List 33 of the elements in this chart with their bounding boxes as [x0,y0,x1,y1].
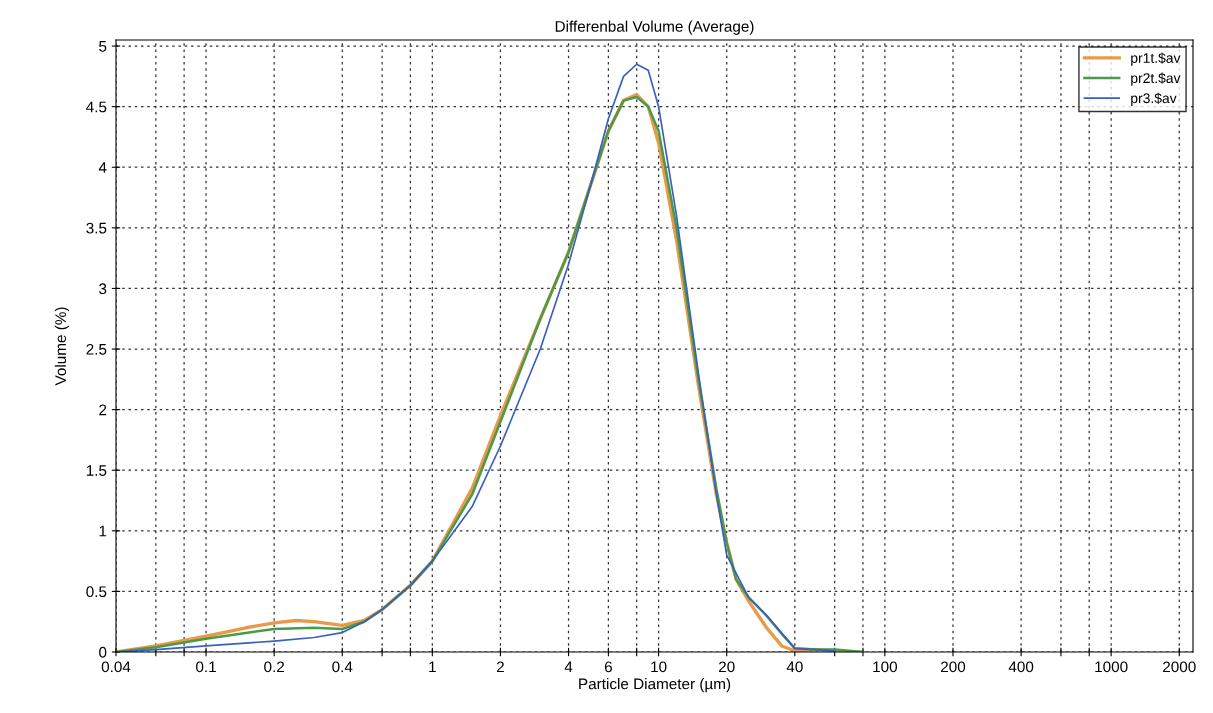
x-tick-label: 1 [429,661,436,673]
x-tick-label: 2 [496,661,504,673]
legend-label: pr2t.$av [1131,72,1181,86]
y-tick-label: 3 [99,283,107,295]
x-tick-label: 0.4 [332,661,353,673]
x-tick-label: 0.04 [101,661,131,673]
x-tick-label: 6 [604,661,612,673]
y-tick-label: 4 [98,162,107,173]
y-tick-label: 0.5 [86,586,107,598]
y-axis-title: Volume (%) [54,307,70,386]
x-tick-label: 20 [718,661,735,673]
x-tick-label: 200 [941,661,966,673]
x-tick-label: 40 [786,661,803,673]
x-tick-label: 4 [564,661,573,673]
y-tick-label: 2.5 [86,343,107,355]
y-tick-label: 1 [99,525,107,537]
y-tick-label: 4.5 [86,101,107,113]
chart-title: Differenbal Volume (Average) [555,20,754,35]
legend-label: pr3.$av [1131,92,1177,106]
y-tick-label: 5 [99,41,107,52]
y-tick-label: 3.5 [86,222,107,234]
x-tick-label: 1000 [1095,661,1128,673]
x-tick-label: 0.2 [264,661,285,673]
x-tick-label: 2000 [1163,661,1196,673]
y-tick-label: 2 [99,404,107,416]
y-tick-label: 1.5 [86,465,107,476]
x-axis-title: Particle Diameter (µm) [579,678,731,693]
x-tick-label: 100 [873,661,898,673]
x-tick-label: 400 [1008,661,1034,673]
x-tick-label: 0.1 [196,661,216,673]
legend-label: pr1t.$av [1131,52,1181,66]
x-tick-label: 10 [651,661,667,673]
y-tick-label: 0 [99,646,107,658]
